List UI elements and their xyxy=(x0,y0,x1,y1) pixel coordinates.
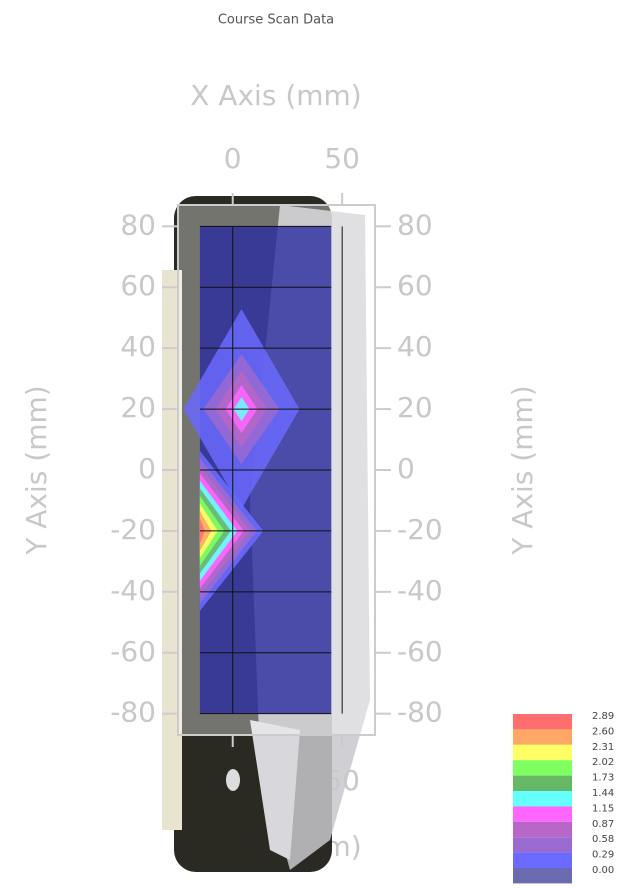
legend-label: 1.44 xyxy=(592,788,614,799)
y-tick-label: 0 xyxy=(138,452,156,485)
y-tick-label: 40 xyxy=(397,330,433,363)
legend-swatch xyxy=(513,868,572,884)
y-tick-label: -20 xyxy=(110,513,156,546)
legend-label: 2.89 xyxy=(592,711,614,722)
legend-swatch xyxy=(513,806,572,822)
y-tick-label: -20 xyxy=(397,513,443,546)
x-tick-label: 0 xyxy=(224,142,242,175)
legend-swatch xyxy=(513,821,572,838)
legend-label: 2.31 xyxy=(592,742,614,753)
legend-swatch xyxy=(513,729,572,745)
chart-title: Course Scan Data xyxy=(218,13,334,28)
x-axis-title: X Axis (mm) xyxy=(190,79,361,112)
y-tick-label: 20 xyxy=(397,391,433,424)
y-tick-label: -80 xyxy=(397,696,443,729)
legend-swatch xyxy=(513,791,572,807)
plot-layer: 0 50 -80 -80 -60 -60 -40 -40 -20 -20 0 0 20 20 40 40 60 6… xyxy=(110,142,443,747)
y-tick-label: -40 xyxy=(397,574,443,607)
y-axis-title: Y Axis (mm) xyxy=(506,385,539,555)
legend-swatch xyxy=(513,775,572,791)
y-tick-label: -60 xyxy=(110,635,156,668)
legend-label: 0.58 xyxy=(592,834,614,845)
phone-button xyxy=(226,769,240,791)
legend-swatch xyxy=(513,714,572,730)
y-tick-label: 60 xyxy=(397,269,433,302)
y-tick-label: 0 xyxy=(397,452,415,485)
legend-label: 2.60 xyxy=(592,726,614,737)
legend-swatch xyxy=(513,744,572,761)
legend-label: 0.87 xyxy=(592,819,614,830)
y-axis-title: Y Axis (mm) xyxy=(20,385,53,555)
y-tick-label: -60 xyxy=(397,635,443,668)
x-tick-label: 50 xyxy=(324,142,360,175)
legend-label: 0.29 xyxy=(592,850,614,861)
legend-label: 1.15 xyxy=(592,803,614,814)
legend-swatch xyxy=(513,760,572,776)
y-tick-label: -80 xyxy=(110,696,156,729)
y-tick-label: 60 xyxy=(120,269,156,302)
y-tick-label: 20 xyxy=(120,391,156,424)
phone-keypad xyxy=(250,720,300,860)
legend-label: 2.02 xyxy=(592,757,614,768)
y-tick-label: 40 xyxy=(120,330,156,363)
y-tick-label: -40 xyxy=(110,574,156,607)
legend-label: 0.00 xyxy=(592,865,614,876)
legend-label: 1.73 xyxy=(592,773,614,784)
y-tick-label: 80 xyxy=(397,208,433,241)
legend-swatch xyxy=(513,852,572,868)
legend-swatch xyxy=(513,837,572,853)
y-tick-label: 80 xyxy=(120,208,156,241)
